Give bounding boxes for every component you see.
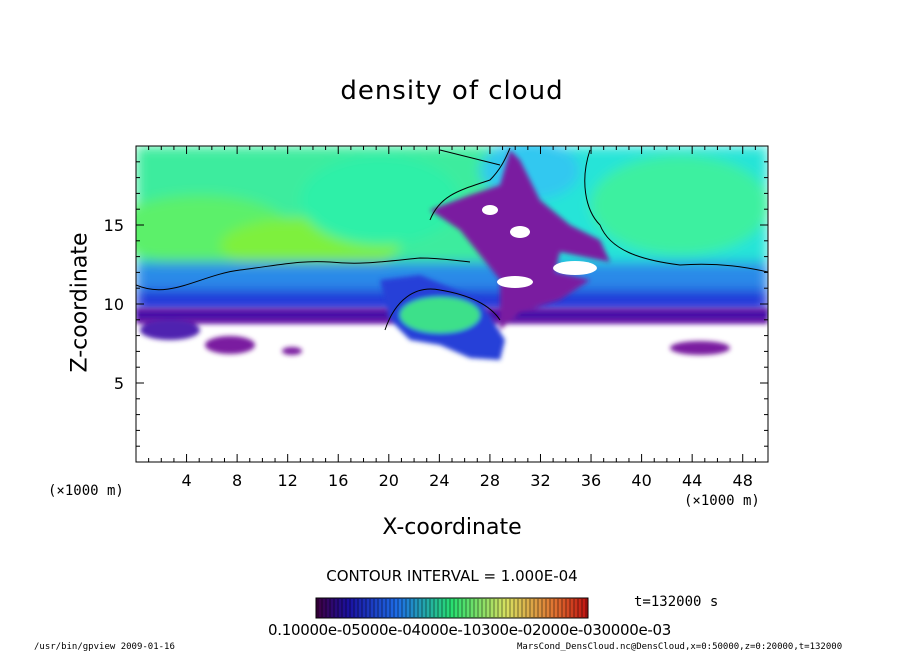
y-tick-label: 5 xyxy=(114,374,124,393)
footer-left: /usr/bin/gpview 2009-01-16 xyxy=(34,642,175,652)
x-tick-label: 44 xyxy=(682,471,702,490)
colorbar-labels: 0.10000e-05000e-04000e-10300e-02000e-030… xyxy=(268,621,671,639)
y-tick-label: 10 xyxy=(104,295,124,314)
x-tick-label: 4 xyxy=(181,471,191,490)
x-tick-label: 28 xyxy=(480,471,500,490)
footer-right: MarsCond_DensCloud.nc@DensCloud,x=0:5000… xyxy=(517,642,843,652)
x-tick-label: 36 xyxy=(581,471,601,490)
x-tick-label: 40 xyxy=(631,471,651,490)
density-field xyxy=(136,146,768,462)
colorbar xyxy=(315,597,589,619)
x-tick-label: 12 xyxy=(278,471,298,490)
x-tick-label: 48 xyxy=(733,471,753,490)
x-unit-left: (×1000 m) xyxy=(48,483,124,499)
y-axis-title: Z-coordinate xyxy=(67,232,93,373)
contour-interval: CONTOUR INTERVAL = 1.000E-04 xyxy=(326,567,578,585)
time-label: t=132000 s xyxy=(634,594,719,610)
x-tick-label: 8 xyxy=(232,471,242,490)
y-tick-label: 15 xyxy=(104,216,124,235)
colorbar-stripes xyxy=(317,599,587,617)
x-tick-label: 24 xyxy=(429,471,449,490)
chart-title: density of cloud xyxy=(340,76,564,106)
axis-ticks xyxy=(136,146,768,462)
contour-lines xyxy=(136,147,768,331)
x-tick-label: 16 xyxy=(328,471,348,490)
x-tick-label: 20 xyxy=(379,471,399,490)
x-unit-right: (×1000 m) xyxy=(684,493,760,509)
x-tick-label: 32 xyxy=(530,471,550,490)
x-axis-title: X-coordinate xyxy=(382,515,522,540)
